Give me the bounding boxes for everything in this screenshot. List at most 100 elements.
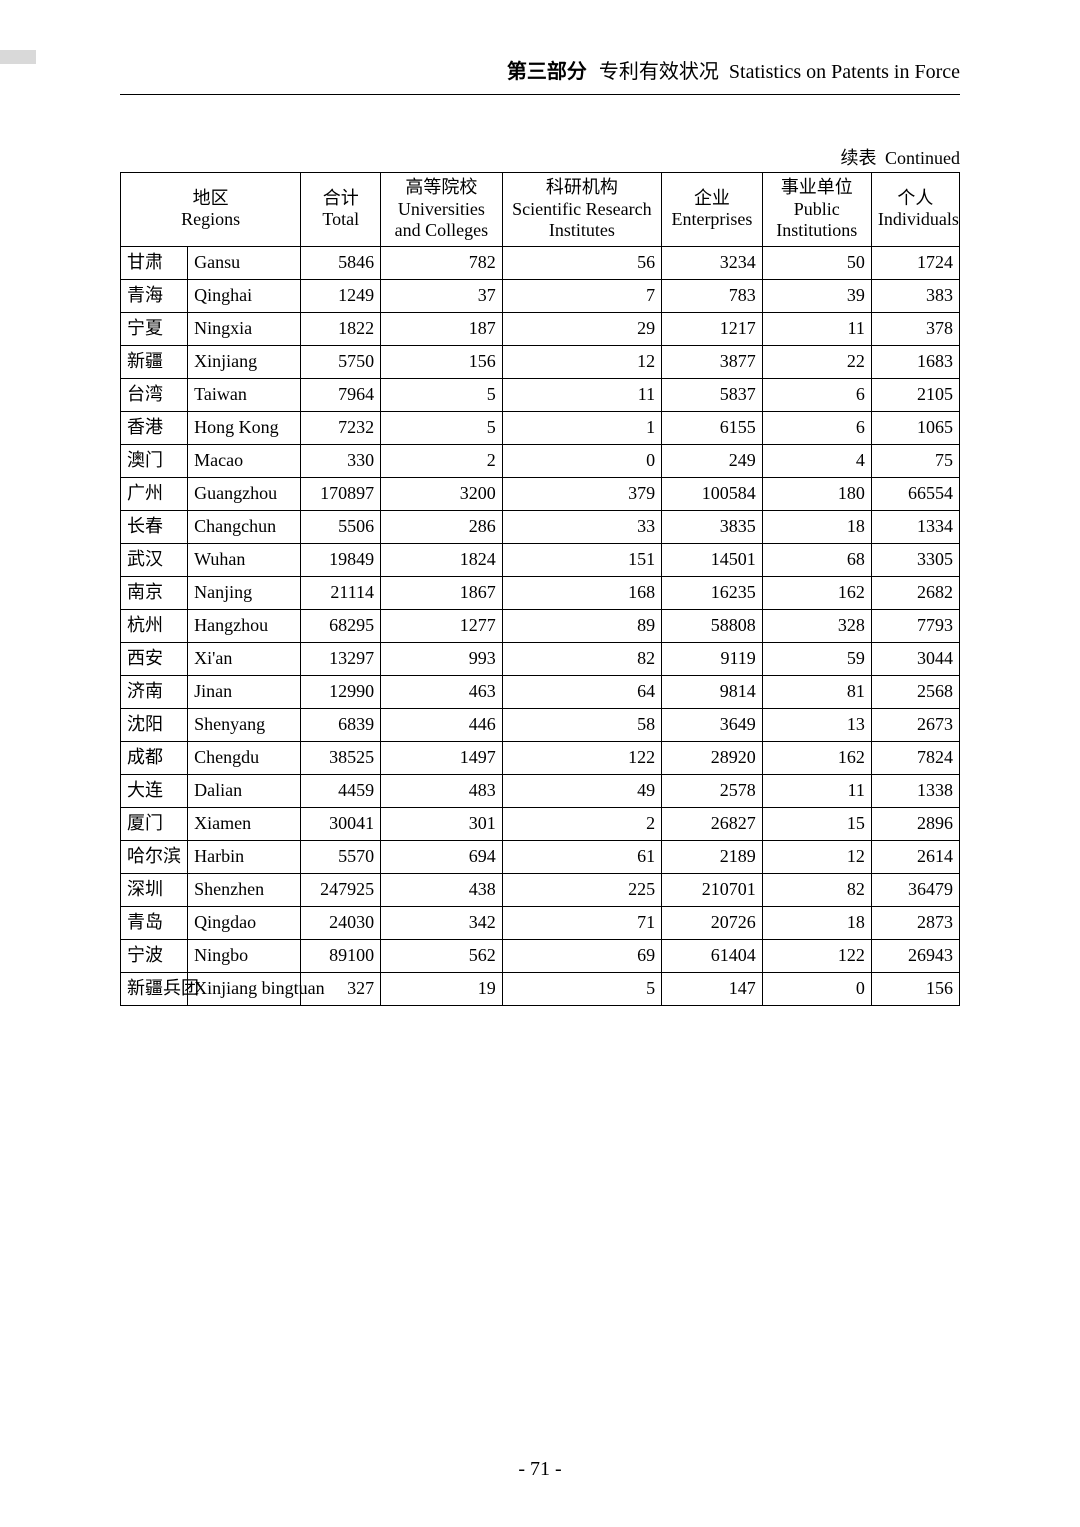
region-zh: 青海 — [121, 279, 188, 312]
cell-value: 1249 — [301, 279, 381, 312]
cell-value: 68 — [762, 543, 871, 576]
cell-value: 379 — [502, 477, 661, 510]
table-row: 澳门Macao33020249475 — [121, 444, 960, 477]
region-zh: 哈尔滨 — [121, 840, 188, 873]
cell-value: 49 — [502, 774, 661, 807]
region-en: Xinjiang — [188, 345, 301, 378]
cell-value: 993 — [381, 642, 503, 675]
region-en: Shenzhen — [188, 873, 301, 906]
cell-value: 170897 — [301, 477, 381, 510]
region-en: Dalian — [188, 774, 301, 807]
cell-value: 64 — [502, 675, 661, 708]
region-en: Ningxia — [188, 312, 301, 345]
col-header-0: 地区Regions — [121, 173, 301, 247]
patent-table: 地区Regions合计Total高等院校Universities and Col… — [120, 172, 960, 1006]
page-root: 第三部分 专利有效状况 Statistics on Patents in For… — [0, 0, 1080, 1527]
cell-value: 4459 — [301, 774, 381, 807]
region-zh: 杭州 — [121, 609, 188, 642]
col-header-2: 高等院校Universities and Colleges — [381, 173, 503, 247]
table-row: 南京Nanjing211141867168162351622682 — [121, 576, 960, 609]
table-row: 大连Dalian4459483492578111338 — [121, 774, 960, 807]
cell-value: 1683 — [871, 345, 959, 378]
cell-value: 11 — [762, 312, 871, 345]
cell-value: 694 — [381, 840, 503, 873]
cell-value: 562 — [381, 939, 503, 972]
region-zh: 香港 — [121, 411, 188, 444]
cell-value: 5570 — [301, 840, 381, 873]
cell-value: 61404 — [662, 939, 763, 972]
region-en: Harbin — [188, 840, 301, 873]
region-zh: 长春 — [121, 510, 188, 543]
cell-value: 66554 — [871, 477, 959, 510]
cell-value: 29 — [502, 312, 661, 345]
section-header: 第三部分 专利有效状况 Statistics on Patents in For… — [120, 55, 960, 95]
table-row: 济南Jinan12990463649814812568 — [121, 675, 960, 708]
cell-value: 782 — [381, 246, 503, 279]
cell-value: 26943 — [871, 939, 959, 972]
region-en: Wuhan — [188, 543, 301, 576]
cell-value: 39 — [762, 279, 871, 312]
col-header-zh: 地区 — [127, 188, 294, 210]
region-en: Xinjiang bingtuan — [188, 972, 301, 1005]
table-row: 新疆Xinjiang5750156123877221683 — [121, 345, 960, 378]
col-header-3: 科研机构Scientific Research Institutes — [502, 173, 661, 247]
region-en: Macao — [188, 444, 301, 477]
region-zh: 台湾 — [121, 378, 188, 411]
cell-value: 4 — [762, 444, 871, 477]
cell-value: 2673 — [871, 708, 959, 741]
col-header-6: 个人Individuals — [871, 173, 959, 247]
table-row: 甘肃Gansu5846782563234501724 — [121, 246, 960, 279]
cell-value: 383 — [871, 279, 959, 312]
continued-zh: 续表 — [841, 148, 877, 168]
col-header-4: 企业Enterprises — [662, 173, 763, 247]
cell-value: 15 — [762, 807, 871, 840]
cell-value: 30041 — [301, 807, 381, 840]
cell-value: 1724 — [871, 246, 959, 279]
col-header-en: Universities and Colleges — [387, 199, 496, 242]
region-en: Shenyang — [188, 708, 301, 741]
col-header-zh: 科研机构 — [509, 177, 655, 199]
cell-value: 58808 — [662, 609, 763, 642]
cell-value: 75 — [871, 444, 959, 477]
col-header-zh: 合计 — [307, 188, 374, 210]
side-tab-decor — [0, 50, 36, 64]
region-zh: 广州 — [121, 477, 188, 510]
cell-value: 2 — [502, 807, 661, 840]
cell-value: 68295 — [301, 609, 381, 642]
cell-value: 1065 — [871, 411, 959, 444]
cell-value: 3649 — [662, 708, 763, 741]
cell-value: 7 — [502, 279, 661, 312]
cell-value: 69 — [502, 939, 661, 972]
cell-value: 5846 — [301, 246, 381, 279]
table-row: 西安Xi'an13297993829119593044 — [121, 642, 960, 675]
cell-value: 3234 — [662, 246, 763, 279]
cell-value: 7793 — [871, 609, 959, 642]
region-zh: 成都 — [121, 741, 188, 774]
cell-value: 13297 — [301, 642, 381, 675]
region-en: Nanjing — [188, 576, 301, 609]
cell-value: 28920 — [662, 741, 763, 774]
table-row: 武汉Wuhan19849182415114501683305 — [121, 543, 960, 576]
cell-value: 18 — [762, 510, 871, 543]
cell-value: 210701 — [662, 873, 763, 906]
col-header-en: Regions — [127, 209, 294, 231]
cell-value: 162 — [762, 576, 871, 609]
table-row: 台湾Taiwan7964511583762105 — [121, 378, 960, 411]
cell-value: 328 — [762, 609, 871, 642]
region-zh: 宁夏 — [121, 312, 188, 345]
cell-value: 6 — [762, 378, 871, 411]
cell-value: 3044 — [871, 642, 959, 675]
cell-value: 11 — [502, 378, 661, 411]
region-zh: 新疆兵团 — [121, 972, 188, 1005]
region-en: Changchun — [188, 510, 301, 543]
region-en: Guangzhou — [188, 477, 301, 510]
cell-value: 1217 — [662, 312, 763, 345]
section-header-zh-bold: 第三部分 — [507, 61, 587, 83]
cell-value: 122 — [762, 939, 871, 972]
cell-value: 2614 — [871, 840, 959, 873]
cell-value: 37 — [381, 279, 503, 312]
table-body: 甘肃Gansu5846782563234501724青海Qinghai12493… — [121, 246, 960, 1005]
table-container: 地区Regions合计Total高等院校Universities and Col… — [120, 172, 960, 1006]
region-zh: 南京 — [121, 576, 188, 609]
region-en: Hangzhou — [188, 609, 301, 642]
